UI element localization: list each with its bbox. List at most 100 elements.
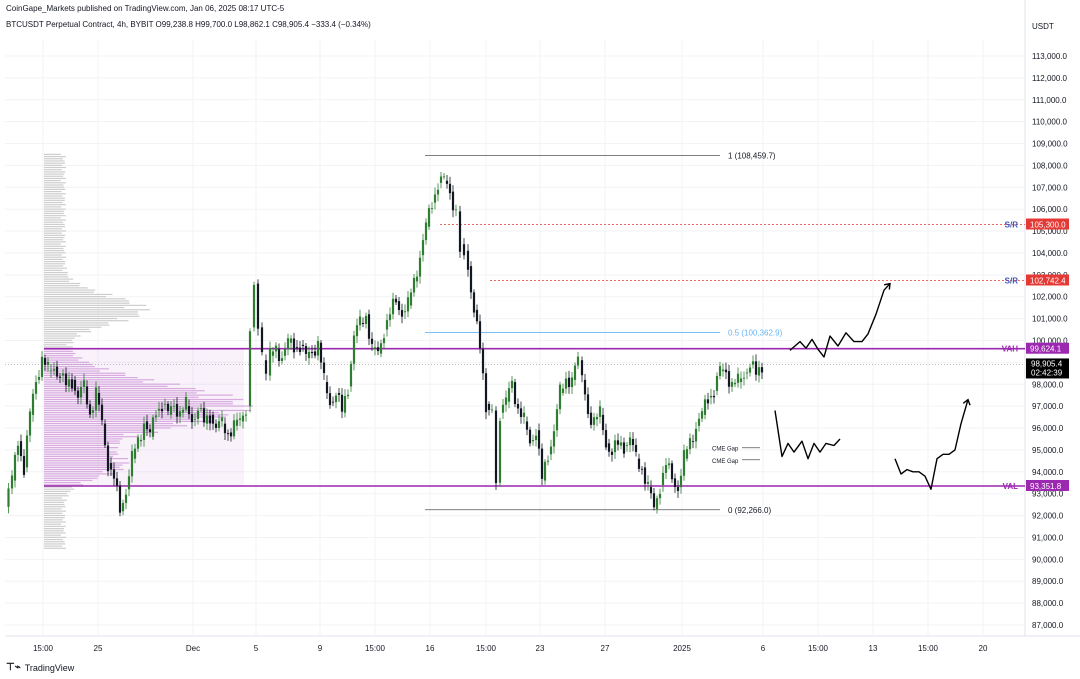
candle-body <box>313 351 317 356</box>
profile-bar <box>44 532 66 534</box>
candle-body <box>73 379 77 391</box>
tradingview-label: TradingView <box>24 662 75 673</box>
tradingview-footer[interactable]: ⊤⌁ TradingView <box>6 662 74 673</box>
profile-bar <box>44 383 180 385</box>
time-tick-label: 13 <box>869 644 878 653</box>
price-tick-label: 92,000.0 <box>1032 512 1064 521</box>
candle-body <box>451 191 455 211</box>
candle-body <box>301 344 305 347</box>
candle-body <box>79 387 83 398</box>
profile-bar <box>44 479 93 482</box>
candle-body <box>694 428 698 442</box>
candle-body <box>7 488 10 507</box>
candle-body <box>376 347 380 352</box>
candle-body <box>448 183 452 194</box>
candle-body <box>328 393 332 406</box>
profile-bar <box>44 271 68 274</box>
profile-bar <box>44 204 66 206</box>
candle-body <box>34 381 38 394</box>
time-tick-label: 15:00 <box>33 644 54 653</box>
candle-body <box>334 395 338 403</box>
candle-body <box>325 382 329 394</box>
candle-body <box>229 432 233 437</box>
scenario-arrowhead <box>962 398 971 406</box>
profile-bar <box>44 226 66 228</box>
profile-bar <box>44 153 61 155</box>
candle-body <box>248 331 252 407</box>
price-tick-label: 113,000.0 <box>1032 52 1068 61</box>
candle-body <box>316 341 320 356</box>
candle-body <box>543 461 547 481</box>
profile-bar <box>44 350 73 352</box>
profile-bar <box>44 315 140 317</box>
candle-body <box>346 394 350 397</box>
profile-bar <box>44 486 73 488</box>
profile-bar <box>44 217 61 219</box>
candle-body <box>202 408 206 423</box>
candle-body <box>652 493 656 508</box>
profile-bar <box>44 425 188 427</box>
candle-body <box>718 366 722 376</box>
time-tick-label: 27 <box>601 644 610 653</box>
candle-body <box>403 311 407 313</box>
profile-bar <box>44 219 66 221</box>
profile-bar <box>44 184 64 186</box>
candle-body <box>373 347 377 350</box>
profile-bar <box>44 300 130 302</box>
candle-body <box>235 419 239 426</box>
profile-bar <box>44 317 118 320</box>
candle-body <box>274 345 278 352</box>
profile-bar <box>44 521 66 523</box>
candle-body <box>567 377 571 388</box>
candle-body <box>661 472 665 485</box>
candle-body <box>507 388 511 402</box>
candle-body <box>525 421 529 430</box>
profile-bar <box>44 449 107 451</box>
candle-body <box>154 415 158 418</box>
profile-bar <box>44 190 62 193</box>
bar-countdown-label: 02:42:39 <box>1031 368 1063 377</box>
candle-body <box>466 250 470 270</box>
profile-bar <box>44 326 102 328</box>
profile-bar <box>44 355 73 357</box>
fib-label: 0 (92,266.0) <box>728 506 771 515</box>
profile-bar <box>44 258 63 261</box>
level-name: VAH <box>1002 345 1019 354</box>
candle-body <box>469 266 473 293</box>
profile-bar <box>44 379 155 381</box>
candle-body <box>478 321 482 349</box>
candle-body <box>232 420 236 437</box>
profile-bar <box>44 525 66 528</box>
candle-body <box>730 382 734 387</box>
price-tick-label: 97,000.0 <box>1032 402 1064 411</box>
profile-bar <box>44 420 215 422</box>
candle-body <box>754 361 758 375</box>
price-tick-label: 104,000.0 <box>1032 249 1068 258</box>
profile-bar <box>44 261 66 263</box>
candle-body <box>751 361 755 365</box>
level-price-box <box>1026 342 1069 354</box>
candle-body <box>558 384 562 410</box>
candle-body <box>268 347 272 376</box>
candle-body <box>475 309 479 322</box>
profile-bar <box>44 457 128 460</box>
profile-bar <box>44 460 112 462</box>
level-price-box <box>1026 479 1069 491</box>
profile-bar <box>44 269 63 271</box>
candle-body <box>94 387 98 411</box>
candle-body <box>124 494 128 503</box>
profile-bar <box>44 250 65 252</box>
time-tick-label: 20 <box>979 644 988 653</box>
profile-bar <box>44 499 67 501</box>
candle-body <box>670 463 674 480</box>
currency-label[interactable]: USDT <box>1032 22 1054 31</box>
candle-body <box>589 412 593 425</box>
candle-body <box>622 442 626 454</box>
candle-body <box>358 316 362 326</box>
candle-body <box>442 176 446 178</box>
profile-bar <box>44 508 62 510</box>
profile-bar <box>44 339 73 341</box>
candle-body <box>682 450 686 476</box>
price-tick-label: 91,000.0 <box>1032 533 1064 542</box>
